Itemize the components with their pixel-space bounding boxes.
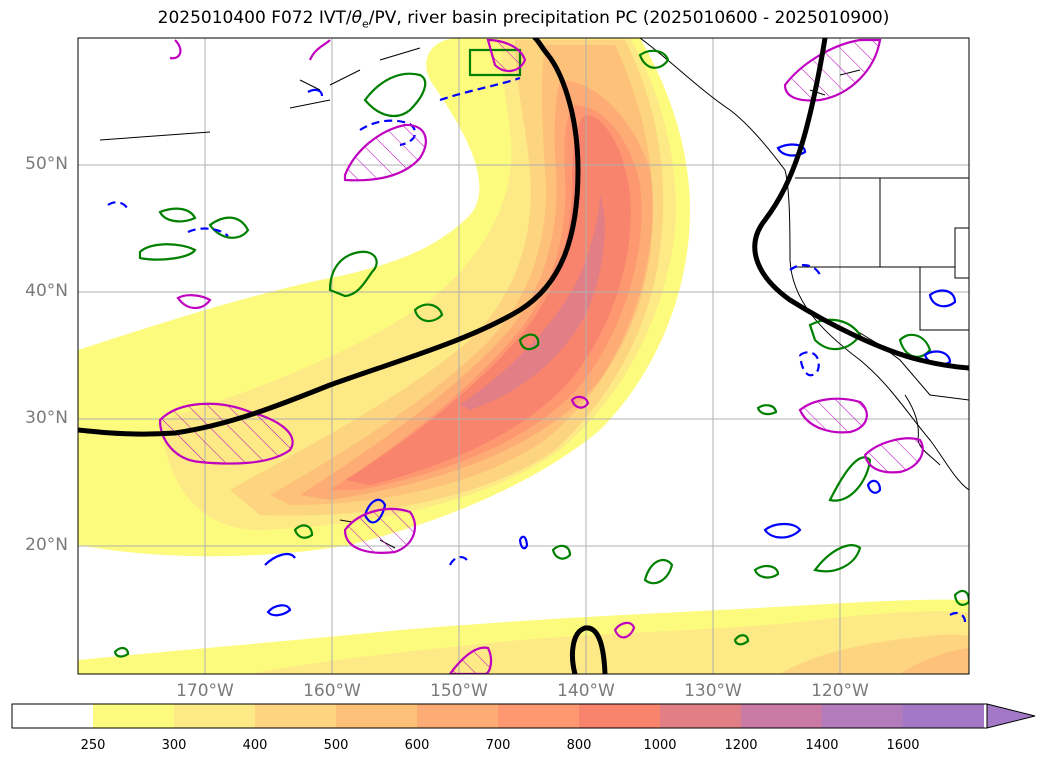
colorbar-cell xyxy=(660,704,741,728)
colorbar-label: 700 xyxy=(485,738,511,753)
colorbar-extend-arrow xyxy=(986,703,1036,729)
colorbar-cell xyxy=(417,704,498,728)
colorbar xyxy=(11,703,1036,729)
colorbar-cell xyxy=(255,704,336,728)
colorbar-label: 1600 xyxy=(886,738,920,753)
lon-label-170w: 170°W xyxy=(176,681,234,701)
lon-label-120w: 120°W xyxy=(811,681,869,701)
lon-label-130w: 130°W xyxy=(684,681,742,701)
colorbar-cell xyxy=(336,704,417,728)
lat-label-40n: 40°N xyxy=(25,281,68,301)
colorbar-frame xyxy=(11,703,988,729)
lat-label-20n: 20°N xyxy=(25,535,68,555)
lon-label-160w: 160°W xyxy=(303,681,361,701)
map-title: 2025010400 F072 IVT/θe/PV, river basin p… xyxy=(157,8,890,31)
colorbar-label: 600 xyxy=(404,738,430,753)
colorbar-cell xyxy=(93,704,174,728)
colorbar-cell xyxy=(174,704,255,728)
colorbar-cell xyxy=(579,704,660,728)
colorbar-label: 300 xyxy=(161,738,187,753)
colorbar-label: 800 xyxy=(566,738,592,753)
colorbar-label: 1000 xyxy=(643,738,677,753)
map-plot-area xyxy=(78,38,969,674)
colorbar-cell xyxy=(741,704,822,728)
colorbar-cell xyxy=(903,704,984,728)
colorbar-label: 250 xyxy=(80,738,106,753)
colorbar-label: 1400 xyxy=(805,738,839,753)
colorbar-label: 400 xyxy=(242,738,268,753)
map-frame xyxy=(77,37,970,675)
ivt-black-contours xyxy=(78,38,969,674)
colorbar-label: 1200 xyxy=(724,738,758,753)
pv-hatched-contours xyxy=(158,38,924,674)
lon-label-140w: 140°W xyxy=(557,681,615,701)
colorbar-label: 500 xyxy=(323,738,349,753)
lat-label-30n: 30°N xyxy=(25,408,68,428)
colorbar-cell xyxy=(12,704,93,728)
colorbar-cell xyxy=(498,704,579,728)
lon-label-150w: 150°W xyxy=(430,681,488,701)
colorbar-cell xyxy=(822,704,903,728)
theta-e-green-contours xyxy=(113,48,969,658)
lat-label-50n: 50°N xyxy=(25,154,68,174)
ivt-fill-south xyxy=(78,599,969,674)
